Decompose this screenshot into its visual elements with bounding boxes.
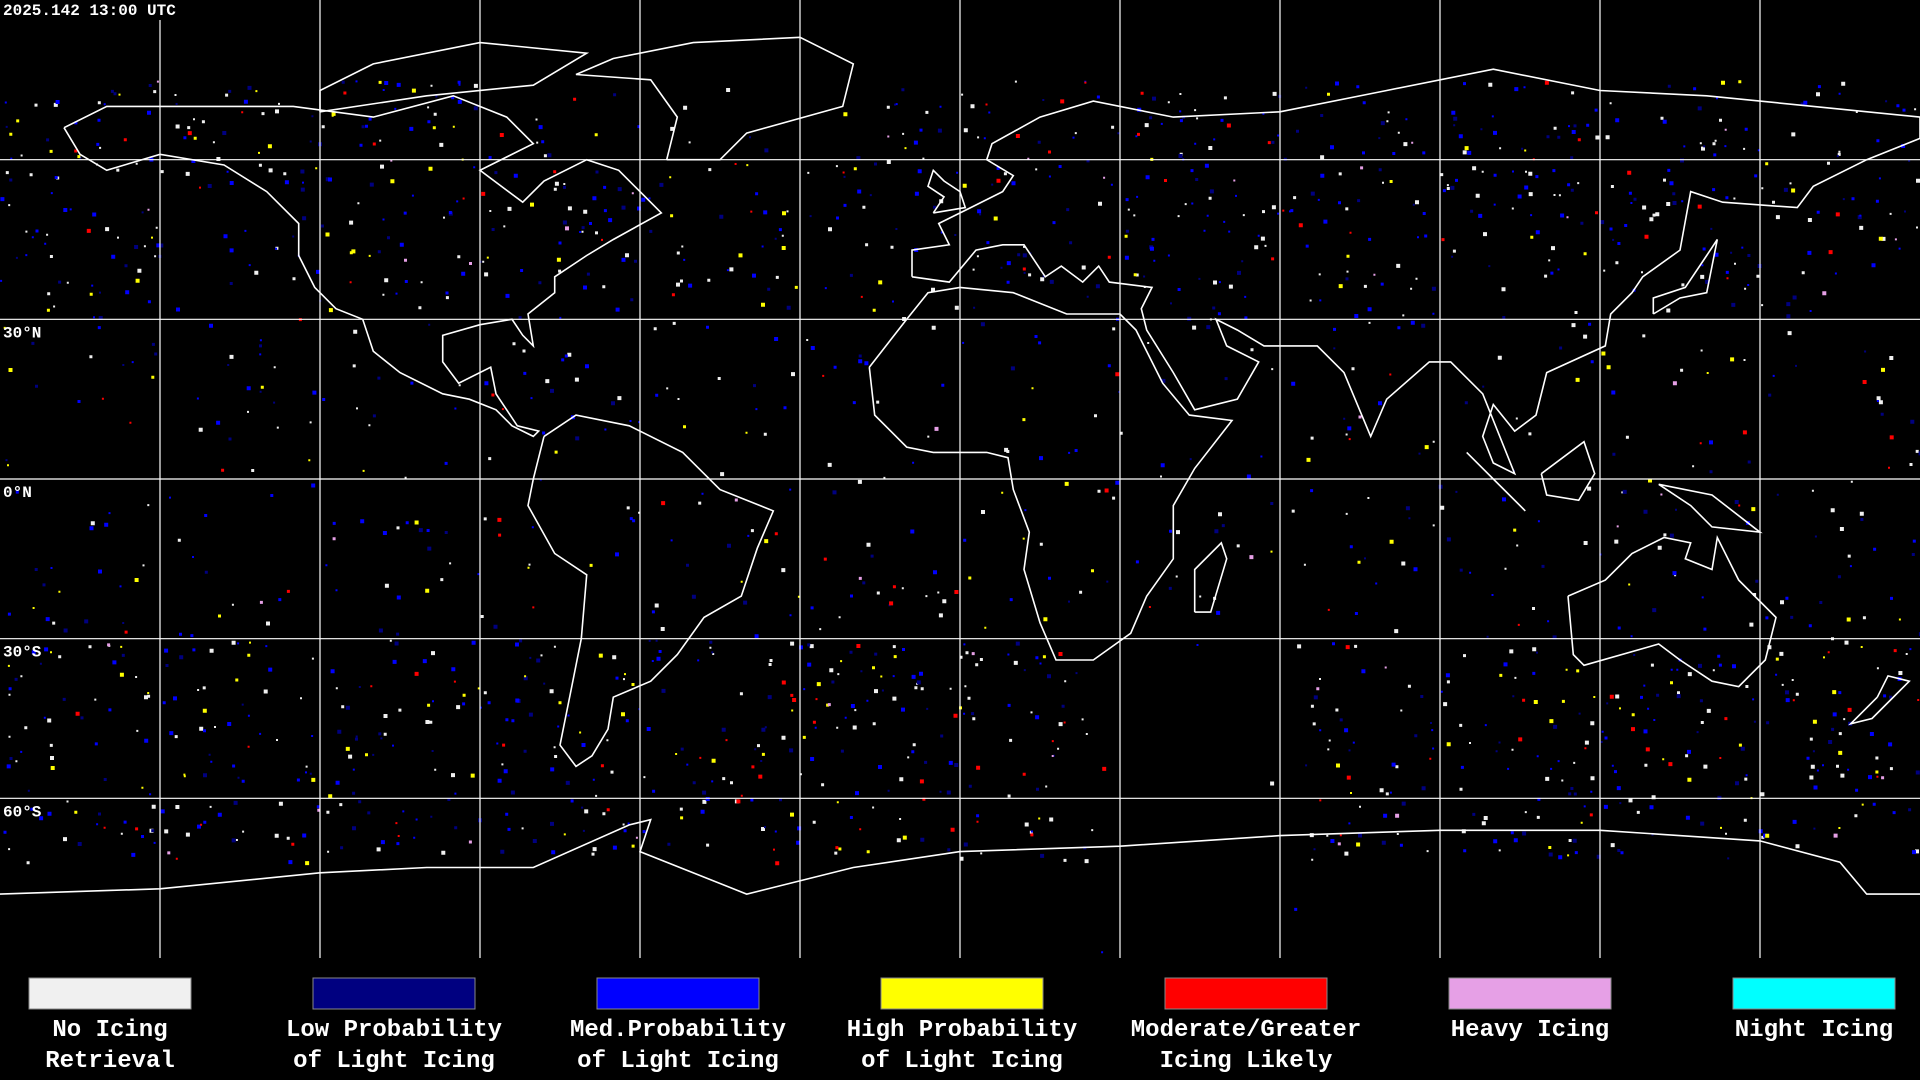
coastline (319, 41, 590, 113)
legend-label: Night Icing (1735, 1017, 1893, 1044)
legend-label: Med.Probability (570, 1017, 786, 1044)
legend-label: Low Probability (286, 1017, 502, 1044)
coastline (927, 168, 967, 214)
coastline (1652, 239, 1719, 315)
legend-label: No Icing (52, 1017, 167, 1044)
coastline (527, 414, 775, 768)
legend-label: of Light Icing (577, 1048, 779, 1075)
legend-label: of Light Icing (293, 1048, 495, 1075)
legend-swatch (312, 977, 476, 1010)
legend-label: Retrieval (45, 1048, 175, 1075)
latitude-labels: 30°N 0°N 30°S 60°S (3, 324, 42, 821)
legend-swatch (596, 977, 760, 1010)
coastline (911, 68, 1920, 476)
coastline (868, 286, 1234, 661)
legend-label: of Light Icing (861, 1048, 1063, 1075)
legend-swatch (1448, 977, 1612, 1010)
legend-swatch (1732, 977, 1896, 1010)
legend-label: Moderate/Greater (1131, 1017, 1361, 1044)
legend-label: Icing Likely (1160, 1048, 1333, 1075)
graticule (0, 0, 1920, 958)
legend: No Icing Retrieval Low Probability of Light… (28, 977, 1896, 1075)
coastline (1540, 440, 1596, 502)
legend-label: High Probability (847, 1017, 1077, 1044)
latitude-label: 0°N (3, 484, 32, 502)
coastline (575, 36, 855, 161)
latitude-label: 30°S (3, 644, 42, 662)
coastline (1658, 483, 1763, 534)
legend-swatch (880, 977, 1044, 1010)
timestamp-bg (0, 0, 230, 20)
legend-label: Heavy Icing (1451, 1017, 1609, 1044)
timestamp: 2025.142 13:00 UTC (3, 2, 176, 20)
latitude-label: 60°S (3, 803, 42, 821)
coastline (1848, 674, 1911, 726)
coastline (1193, 541, 1228, 613)
coastline (1567, 534, 1777, 688)
coastline (1466, 451, 1526, 512)
latitude-label: 30°N (3, 324, 41, 342)
legend-swatch (28, 977, 192, 1010)
legend-swatch (1164, 977, 1328, 1010)
